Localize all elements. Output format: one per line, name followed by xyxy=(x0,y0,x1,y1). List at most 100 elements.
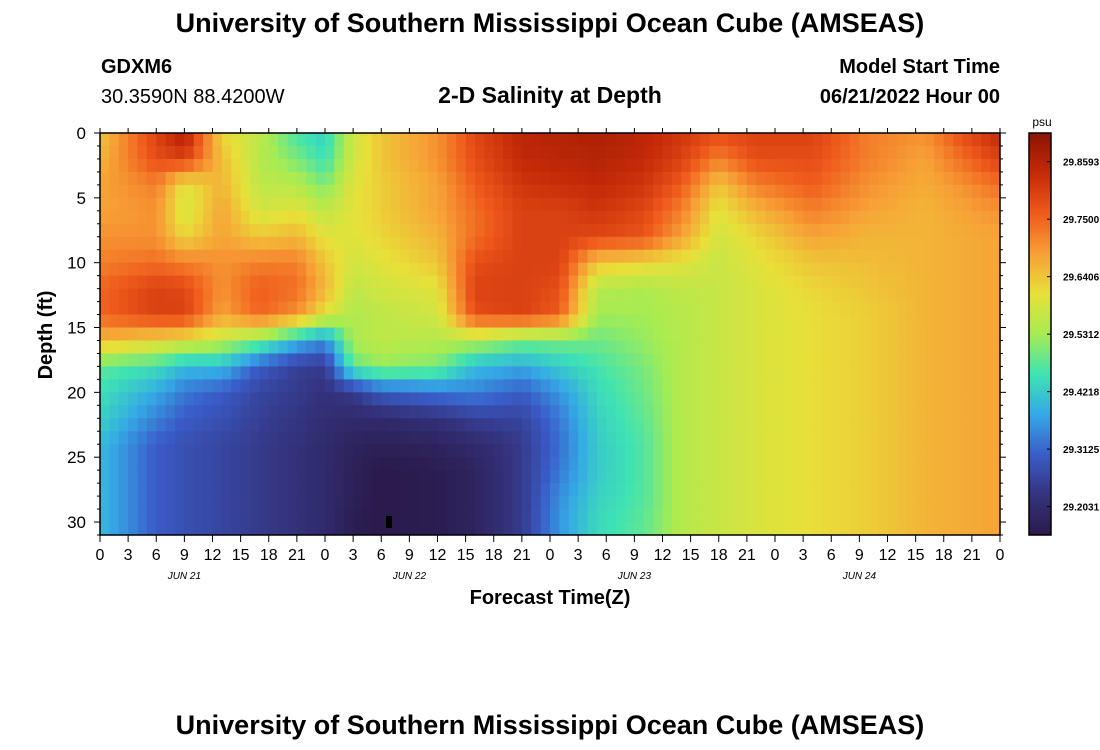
heatmap-cell xyxy=(371,145,382,160)
heatmap-cell xyxy=(287,314,298,329)
heatmap-cell xyxy=(484,444,495,458)
heatmap-cell xyxy=(550,301,560,316)
heatmap-cell xyxy=(681,314,692,329)
heatmap-cell xyxy=(400,184,410,199)
heatmap-cell xyxy=(690,379,701,393)
heatmap-cell xyxy=(437,418,448,432)
heatmap-cell xyxy=(156,405,167,419)
heatmap-cell xyxy=(493,197,504,212)
heatmap-cell xyxy=(859,223,870,238)
heatmap-cell xyxy=(587,288,598,303)
heatmap-cell xyxy=(409,379,420,393)
heatmap-cell xyxy=(821,353,832,368)
heatmap-cell xyxy=(456,288,467,303)
x-tick-label: 15 xyxy=(907,547,925,564)
heatmap-cell xyxy=(334,522,345,535)
heatmap-cell xyxy=(231,133,242,147)
heatmap-cell xyxy=(493,340,504,355)
heatmap-cell xyxy=(493,496,504,510)
x-tick-label: 12 xyxy=(879,547,897,564)
heatmap-cell xyxy=(700,288,710,303)
heatmap-cell xyxy=(184,444,195,458)
heatmap-cell xyxy=(484,236,495,251)
heatmap-cell xyxy=(137,418,148,432)
heatmap-cell xyxy=(718,145,729,160)
heatmap-cell xyxy=(165,431,176,445)
heatmap-cell xyxy=(550,314,560,329)
heatmap-cell xyxy=(681,171,692,186)
heatmap-cell xyxy=(934,496,945,510)
heatmap-cell xyxy=(540,444,551,458)
heatmap-cell xyxy=(915,197,926,212)
heatmap-cell xyxy=(878,301,889,316)
heatmap-cell xyxy=(887,496,898,510)
heatmap-cell xyxy=(278,301,289,316)
heatmap-cell xyxy=(512,314,523,329)
heatmap-cell xyxy=(962,431,973,445)
date-label: JUN 23 xyxy=(617,571,652,582)
heatmap-cell xyxy=(446,314,457,329)
heatmap-cell xyxy=(418,392,429,406)
heatmap-cell xyxy=(925,379,935,393)
heatmap-cell xyxy=(559,509,570,523)
heatmap-cell xyxy=(409,262,420,277)
heatmap-cell xyxy=(634,275,645,290)
heatmap-cell xyxy=(859,275,870,290)
heatmap-cell xyxy=(503,249,514,264)
heatmap-cell xyxy=(193,275,204,290)
heatmap-cell xyxy=(850,236,860,251)
heatmap-cell xyxy=(175,223,185,238)
heatmap-cell xyxy=(475,288,485,303)
heatmap-cell xyxy=(109,444,120,458)
heatmap-cell xyxy=(559,301,570,316)
heatmap-cell xyxy=(803,509,814,523)
heatmap-cell xyxy=(381,327,392,342)
heatmap-cell xyxy=(990,340,1000,355)
heatmap-cell xyxy=(221,379,232,393)
heatmap-cell xyxy=(971,509,982,523)
heatmap-cell xyxy=(428,340,439,355)
heatmap-cell xyxy=(756,327,767,342)
heatmap-cell xyxy=(334,353,345,368)
heatmap-cell xyxy=(175,262,185,277)
heatmap-cell xyxy=(165,249,176,264)
heatmap-cell xyxy=(540,262,551,277)
heatmap-cell xyxy=(250,392,260,406)
heatmap-cell xyxy=(868,184,879,199)
heatmap-cell xyxy=(353,236,364,251)
heatmap-cell xyxy=(840,262,851,277)
heatmap-cell xyxy=(662,145,673,160)
heatmap-cell xyxy=(409,133,420,147)
heatmap-cell xyxy=(390,327,401,342)
heatmap-cell xyxy=(868,301,879,316)
heatmap-cell xyxy=(493,457,504,471)
heatmap-cell xyxy=(550,262,560,277)
heatmap-cell xyxy=(878,184,889,199)
heatmap-cell xyxy=(634,483,645,497)
heatmap-cell xyxy=(456,496,467,510)
heatmap-cell xyxy=(793,133,804,147)
heatmap-cell xyxy=(803,470,814,484)
heatmap-cell xyxy=(868,314,879,329)
heatmap-cell xyxy=(784,431,795,445)
x-tick-label: 21 xyxy=(288,547,306,564)
heatmap-cell xyxy=(793,470,804,484)
heatmap-cell xyxy=(428,366,439,380)
heatmap-cell xyxy=(906,275,917,290)
heatmap-cell xyxy=(109,418,120,432)
heatmap-cell xyxy=(737,483,748,497)
heatmap-cell xyxy=(381,353,392,368)
heatmap-cell xyxy=(446,457,457,471)
heatmap-cell xyxy=(718,379,729,393)
heatmap-cell xyxy=(840,509,851,523)
heatmap-cell xyxy=(962,379,973,393)
heatmap-cell xyxy=(868,275,879,290)
heatmap-cell xyxy=(231,158,242,173)
heatmap-cell xyxy=(784,470,795,484)
heatmap-cell xyxy=(128,236,139,251)
heatmap-cell xyxy=(193,431,204,445)
heatmap-cell xyxy=(390,275,401,290)
heatmap-cell xyxy=(343,444,354,458)
heatmap-cell xyxy=(193,496,204,510)
